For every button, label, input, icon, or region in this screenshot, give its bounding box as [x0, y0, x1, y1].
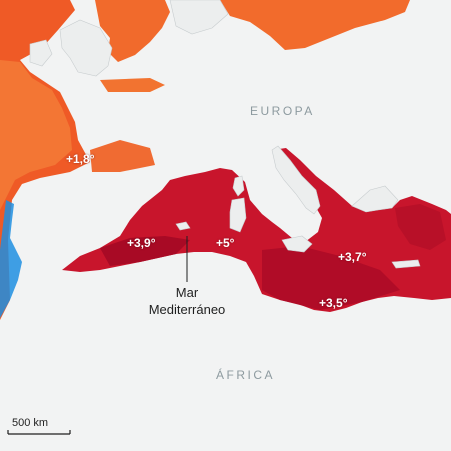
ireland: [29, 39, 53, 67]
sea-name-line2: Mediterráneo: [148, 302, 226, 317]
english-channel: [100, 78, 165, 92]
scale-bar-label: 500 km: [12, 417, 49, 429]
bay-of-biscay: [90, 140, 155, 172]
med-dark-west: [100, 236, 190, 266]
sardinia: [229, 197, 247, 233]
anomaly-atlantic: +1,8°: [66, 152, 95, 166]
sea-name-line1: Mar: [175, 285, 199, 300]
british-isles: [59, 19, 113, 77]
anomaly-levant: +3,5°: [319, 296, 348, 310]
label-europe: EUROPA: [250, 104, 315, 118]
cold-upwelling: [0, 200, 22, 318]
sicily: [281, 235, 313, 253]
med-dark-east: [262, 246, 400, 310]
baltic-sea: [220, 0, 410, 50]
north-sea: [95, 0, 170, 62]
atlantic-patch: [0, 60, 72, 210]
anomaly-balearic: +5°: [216, 236, 235, 250]
anomaly-ionian: +3,7°: [338, 250, 367, 264]
balearics: [175, 221, 191, 231]
aegean: [395, 204, 446, 250]
corsica: [232, 175, 245, 197]
label-africa: ÁFRICA: [216, 368, 276, 382]
sea-name-label: Mar Mediterráneo: [141, 284, 233, 318]
crete: [391, 259, 421, 269]
anomaly-alboran: +3,9°: [127, 236, 156, 250]
denmark-scandinavia: [169, 0, 229, 35]
italian-peninsula: [271, 145, 321, 215]
balkan-peninsula: [351, 185, 399, 213]
